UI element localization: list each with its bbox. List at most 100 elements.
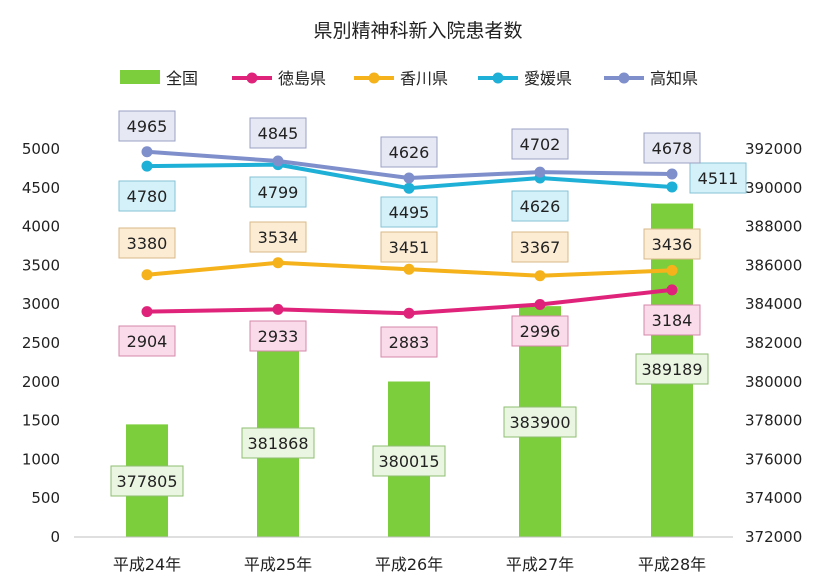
data-label-text: 4780 <box>127 187 168 206</box>
right-tick-label: 376000 <box>745 450 802 468</box>
line-point <box>403 307 415 319</box>
data-label-text: 3380 <box>127 234 168 253</box>
data-label-text: 2996 <box>520 322 561 341</box>
line-point <box>141 146 153 158</box>
data-label-text: 2883 <box>389 333 430 352</box>
data-label: 4702 <box>511 128 569 160</box>
legend-swatch-bar <box>120 70 160 84</box>
right-tick-label: 392000 <box>745 140 802 158</box>
data-label: 380015 <box>372 445 446 477</box>
data-label: 4511 <box>689 162 747 194</box>
data-label-box <box>380 231 438 263</box>
data-label-box <box>249 117 307 149</box>
data-label-text: 2933 <box>258 327 299 346</box>
legend-swatch-point <box>618 72 630 84</box>
line-point <box>666 168 678 180</box>
right-axis: 372000 374000 376000 378000 380000 382000 3840… <box>745 140 802 546</box>
data-label: 3436 <box>643 228 701 260</box>
prefecture-lines <box>141 146 678 319</box>
right-tick-label: 382000 <box>745 334 802 352</box>
data-label-text: 4678 <box>652 139 693 158</box>
data-label-box <box>511 231 569 263</box>
data-label: 2883 <box>380 326 438 358</box>
data-label-box <box>249 176 307 208</box>
data-label: 2904 <box>118 325 176 357</box>
legend-item: 香川県 <box>354 69 448 88</box>
data-label-text: 3184 <box>652 311 693 330</box>
data-label: 4965 <box>118 110 176 142</box>
right-tick-label: 380000 <box>745 373 802 391</box>
legend: 全国 徳島県 香川県 愛媛県 高知県 <box>120 69 698 88</box>
data-label-text: 2904 <box>127 332 168 351</box>
right-tick-label: 378000 <box>745 412 802 430</box>
line-point <box>534 166 546 178</box>
data-label-box <box>241 427 315 459</box>
data-label-box <box>118 180 176 212</box>
left-tick-label: 0 <box>50 528 60 546</box>
left-tick-label: 500 <box>31 489 60 507</box>
data-label: 4799 <box>249 176 307 208</box>
line-point <box>272 155 284 167</box>
legend-swatch-point <box>368 72 380 84</box>
line-point <box>403 182 415 194</box>
data-label-box <box>511 315 569 347</box>
data-label-text: 4845 <box>258 124 299 143</box>
data-label-box <box>380 136 438 168</box>
legend-swatch-point <box>492 72 504 84</box>
x-tick-label: 平成25年 <box>244 555 312 574</box>
data-label-box <box>643 304 701 336</box>
data-label: 4845 <box>249 117 307 149</box>
right-tick-label: 390000 <box>745 179 802 197</box>
left-tick-label: 3000 <box>22 295 60 313</box>
data-label-box <box>118 325 176 357</box>
data-label-box <box>511 190 569 222</box>
data-label-box <box>380 196 438 228</box>
data-label: 377805 <box>110 465 184 497</box>
data-label-text: 3367 <box>520 238 561 257</box>
data-label-box <box>380 326 438 358</box>
line-point <box>666 284 678 296</box>
x-tick-label: 平成27年 <box>506 555 574 574</box>
data-label-box <box>110 465 184 497</box>
data-label: 4626 <box>380 136 438 168</box>
line-point <box>666 264 678 276</box>
data-label-box <box>249 221 307 253</box>
line-point <box>403 263 415 275</box>
data-label: 3380 <box>118 227 176 259</box>
left-tick-label: 3500 <box>22 256 60 274</box>
data-label: 2996 <box>511 315 569 347</box>
data-label-text: 4799 <box>258 183 299 202</box>
left-tick-label: 1500 <box>22 412 60 430</box>
line-point <box>403 172 415 184</box>
data-label-text: 4965 <box>127 117 168 136</box>
data-label-box <box>118 110 176 142</box>
data-label-text: 377805 <box>116 472 177 491</box>
legend-item: 全国 <box>120 69 198 88</box>
legend-swatch-point <box>246 72 258 84</box>
line-point <box>534 299 546 311</box>
data-label-box <box>372 445 446 477</box>
data-label: 4626 <box>511 190 569 222</box>
data-label: 383900 <box>503 406 577 438</box>
x-tick-label: 平成28年 <box>638 555 706 574</box>
data-label: 4495 <box>380 196 438 228</box>
data-label-text: 4626 <box>520 197 561 216</box>
data-label-text: 383900 <box>509 413 570 432</box>
legend-label: 愛媛県 <box>524 69 572 88</box>
data-label-text: 3436 <box>652 235 693 254</box>
line-point <box>534 270 546 282</box>
legend-item: 徳島県 <box>232 69 326 88</box>
data-label: 3534 <box>249 221 307 253</box>
data-label-text: 4511 <box>698 169 739 188</box>
data-label: 3451 <box>380 231 438 263</box>
legend-label: 全国 <box>166 69 198 88</box>
data-label: 381868 <box>241 427 315 459</box>
right-tick-label: 388000 <box>745 218 802 236</box>
left-tick-label: 4000 <box>22 218 60 236</box>
data-label-text: 4702 <box>520 135 561 154</box>
left-tick-label: 2500 <box>22 334 60 352</box>
data-label-box <box>635 353 709 385</box>
left-axis: 0 500 1000 1500 2000 2500 3000 3500 4000 4500 5000 <box>22 140 60 546</box>
data-label: 389189 <box>635 353 709 385</box>
